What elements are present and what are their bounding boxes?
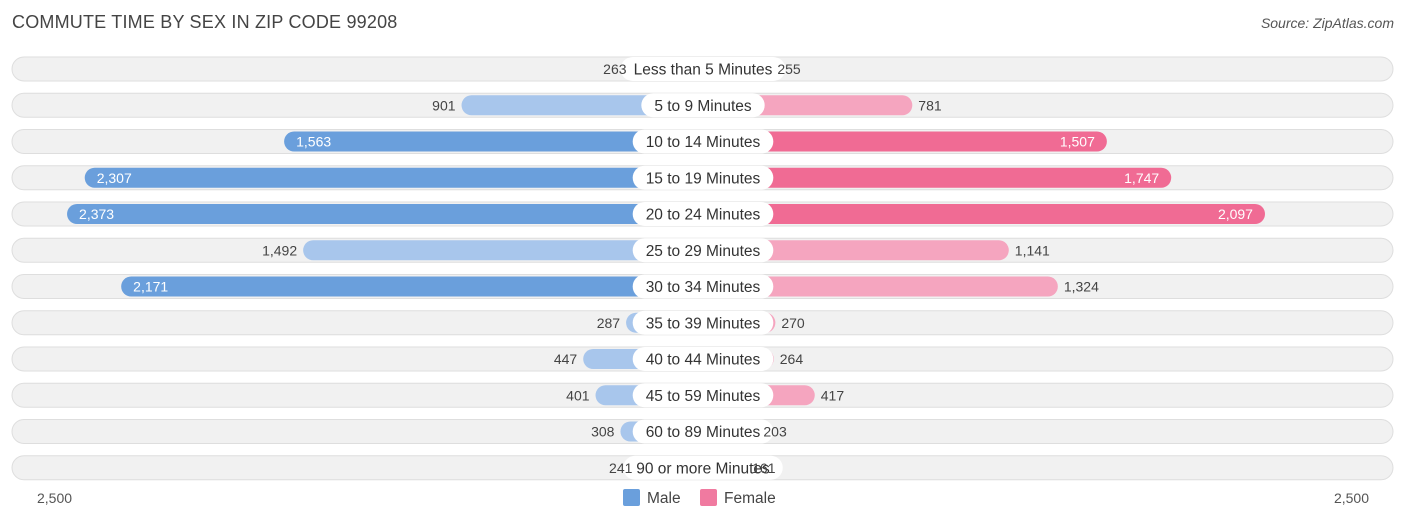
female-value-label: 781 [918,97,942,113]
chart-row: Less than 5 Minutes 263 255 [11,56,1394,82]
category-label: 25 to 29 Minutes [646,243,761,260]
female-bar [703,204,1265,224]
female-value-label: 1,507 [1060,134,1095,150]
male-value-label: 263 [603,61,627,77]
category-label-bg [632,347,774,371]
chart-title: COMMUTE TIME BY SEX IN ZIP CODE 99208 [12,12,398,32]
category-label: 30 to 34 Minutes [646,279,761,296]
chart-row: 60 to 89 Minutes 308 203 [11,419,1394,444]
male-value-label: 1,563 [296,134,331,150]
female-value-label: 1,141 [1015,242,1050,258]
female-value-label: 203 [763,424,787,440]
legend: Male Female [623,489,776,507]
female-bar [703,131,1107,152]
category-label-bg [632,274,774,299]
category-label-bg [641,93,765,118]
male-bar [67,204,703,224]
category-label-bg [632,238,774,263]
category-label-bg [632,165,774,190]
chart-row: 20 to 24 Minutes 2,373 2,097 [11,201,1394,227]
male-value-label: 308 [591,424,615,440]
male-bar [303,240,703,261]
category-label-bg [632,129,774,154]
category-label: 35 to 39 Minutes [646,315,761,332]
legend-male-label: Male [647,490,681,507]
category-label: 60 to 89 Minutes [646,424,761,441]
male-value-label: 901 [432,97,456,113]
chart-row: 40 to 44 Minutes 447 264 [11,346,1394,372]
legend-male: Male [623,489,681,507]
legend-female: Female [700,489,776,507]
female-value-label: 2,097 [1218,206,1253,222]
category-label-bg [623,455,783,480]
axis-label-left: 2,500 [37,490,72,506]
female-bar [703,240,1009,261]
category-label-bg [620,57,786,81]
female-value-label: 264 [780,351,804,367]
chart-row: 10 to 14 Minutes 1,563 1,507 [11,129,1394,154]
male-bar [84,167,703,188]
legend-female-label: Female [724,490,776,507]
male-value-label: 1,492 [262,242,297,258]
chart-row: 5 to 9 Minutes 901 781 [11,92,1394,118]
female-bar [703,276,1058,297]
chart-row: 45 to 59 Minutes 401 417 [11,382,1394,408]
category-label: 20 to 24 Minutes [646,207,761,224]
female-bar [703,167,1172,188]
chart-row: 30 to 34 Minutes 2,171 1,324 [11,274,1394,299]
category-label: 40 to 44 Minutes [646,352,761,369]
category-label: 10 to 14 Minutes [646,134,761,151]
female-value-label: 1,324 [1064,279,1099,295]
male-value-label: 2,307 [97,170,132,186]
category-label: Less than 5 Minutes [634,62,773,79]
category-label: 15 to 19 Minutes [646,170,761,187]
category-label-bg [632,383,774,408]
male-value-label: 2,373 [79,206,114,222]
male-value-label: 447 [554,351,578,367]
male-value-label: 241 [609,460,633,476]
male-value-label: 2,171 [133,279,168,295]
category-label: 5 to 9 Minutes [654,98,752,115]
category-label-bg [632,202,774,226]
chart-source: Source: ZipAtlas.com [1260,15,1394,31]
male-value-label: 287 [597,315,621,331]
male-value-label: 401 [566,387,590,403]
legend-male-swatch [623,489,640,506]
legend-female-swatch [700,489,717,506]
chart-row: 15 to 19 Minutes 2,307 1,747 [11,165,1394,191]
category-label: 90 or more Minutes [636,460,770,477]
male-bar [284,131,703,152]
female-value-label: 270 [781,315,805,331]
female-value-label: 161 [752,460,776,476]
category-label-bg [632,310,774,335]
category-label-bg [632,419,774,444]
chart-row: 35 to 39 Minutes 287 270 [11,310,1394,336]
category-label: 45 to 59 Minutes [646,388,761,405]
female-value-label: 417 [821,387,845,403]
female-value-label: 1,747 [1124,170,1159,186]
axis-label-right: 2,500 [1334,490,1369,506]
male-bar [121,276,703,297]
female-value-label: 255 [777,61,801,77]
chart-row: 25 to 29 Minutes 1,492 1,141 [11,237,1394,263]
